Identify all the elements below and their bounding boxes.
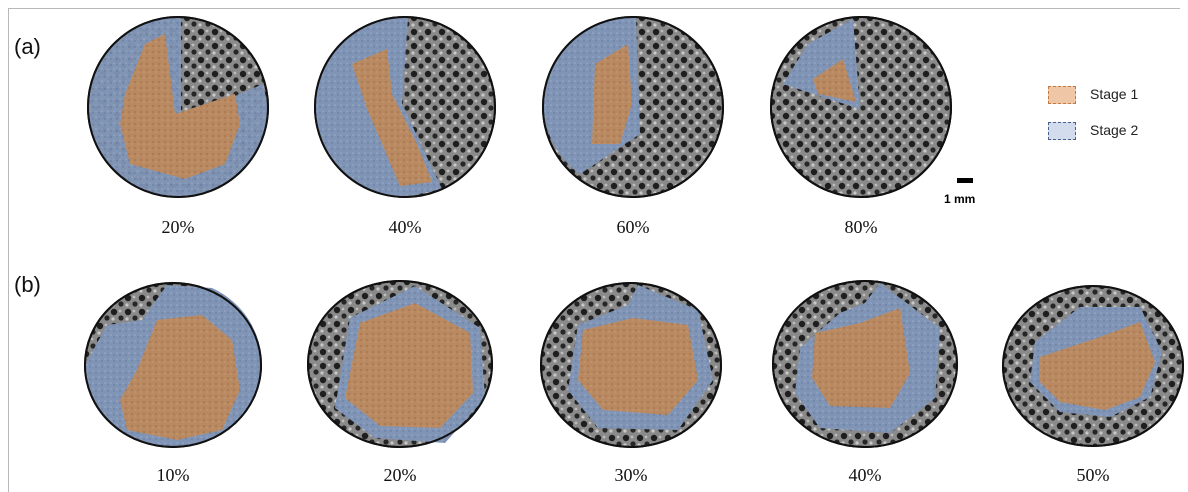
caption-b-10: 10%: [156, 465, 190, 485]
fracture-surface-b-30: [540, 282, 722, 448]
caption-b-40: 40%: [848, 465, 882, 485]
row-b-label: (b): [14, 272, 41, 297]
fracture-surface-a-80: [770, 16, 952, 198]
scale-bar: [957, 178, 973, 183]
caption-b-50: 50%: [1076, 465, 1110, 485]
caption-a-20: 20%: [161, 217, 195, 237]
fracture-surface-a-40: [314, 16, 496, 198]
caption-b-30: 30%: [614, 465, 648, 485]
caption-a-60: 60%: [616, 217, 650, 237]
figure-frame-top: [8, 8, 1180, 9]
figure-frame-left: [8, 8, 9, 492]
legend-stage1-label: Stage 1: [1090, 86, 1139, 102]
legend-stage1-swatch: [1048, 86, 1076, 104]
row-a-label: (a): [14, 34, 41, 59]
caption-a-80: 80%: [844, 217, 878, 237]
fracture-surface-a-60: [542, 16, 724, 198]
caption-b-20: 20%: [383, 465, 417, 485]
caption-a-40: 40%: [388, 217, 422, 237]
fracture-surface-a-20: [87, 16, 269, 198]
fracture-surface-b-50: [1002, 285, 1184, 447]
scale-bar-label: 1 mm: [944, 192, 976, 206]
fracture-surface-b-20: [307, 280, 493, 448]
fracture-surface-b-10: [84, 282, 262, 448]
legend-stage2-swatch: [1048, 122, 1076, 140]
fracture-surface-b-40: [772, 280, 958, 448]
legend-stage2-label: Stage 2: [1090, 122, 1139, 138]
